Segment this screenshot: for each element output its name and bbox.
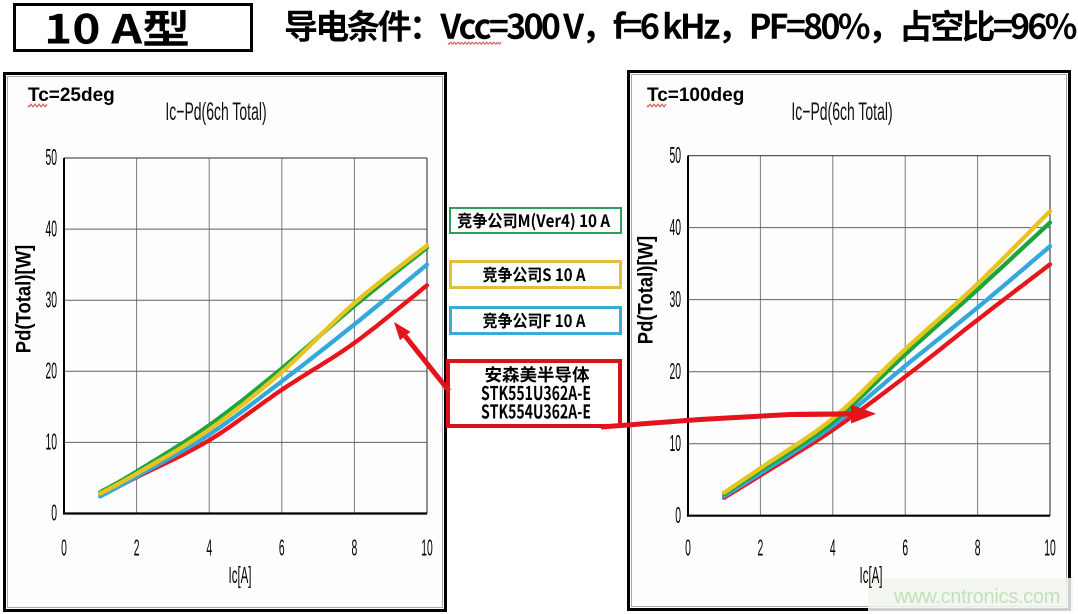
svg-text:8: 8	[352, 535, 358, 561]
svg-text:Ic[A]: Ic[A]	[860, 563, 883, 588]
svg-text:0: 0	[675, 502, 681, 528]
svg-text:6: 6	[902, 535, 908, 561]
svg-text:30: 30	[669, 286, 681, 312]
svg-text:Tc=100deg: Tc=100deg	[647, 85, 744, 106]
svg-text:www.cntronics.com: www.cntronics.com	[893, 586, 1060, 608]
svg-text:10: 10	[669, 430, 681, 456]
svg-text:Ic−Pd(6ch Total): Ic−Pd(6ch Total)	[165, 99, 266, 126]
svg-text:30: 30	[45, 287, 57, 313]
svg-text:0: 0	[51, 500, 57, 526]
svg-text:4: 4	[830, 535, 836, 561]
svg-text:10: 10	[45, 429, 57, 455]
svg-text:4: 4	[206, 535, 212, 561]
svg-text:0: 0	[61, 535, 67, 561]
svg-text:40: 40	[45, 216, 57, 242]
svg-text:20: 20	[45, 358, 57, 384]
svg-text:2: 2	[758, 535, 764, 561]
svg-text:Ic[A]: Ic[A]	[229, 563, 252, 588]
svg-text:40: 40	[669, 214, 681, 240]
svg-text:8: 8	[975, 535, 981, 561]
svg-text:6: 6	[279, 535, 285, 561]
svg-text:Pd(Total)[W]: Pd(Total)[W]	[634, 236, 657, 344]
svg-text:50: 50	[45, 145, 57, 171]
svg-text:Tc=25deg: Tc=25deg	[28, 85, 115, 106]
svg-text:20: 20	[669, 358, 681, 384]
svg-text:10: 10	[1044, 535, 1056, 561]
svg-text:2: 2	[134, 535, 140, 561]
svg-text:10: 10	[421, 535, 433, 561]
svg-text:Pd(Total)[W]: Pd(Total)[W]	[12, 245, 35, 353]
svg-text:Ic−Pd(6ch Total): Ic−Pd(6ch Total)	[791, 99, 892, 126]
svg-text:0: 0	[685, 535, 691, 561]
svg-text:50: 50	[669, 142, 681, 168]
